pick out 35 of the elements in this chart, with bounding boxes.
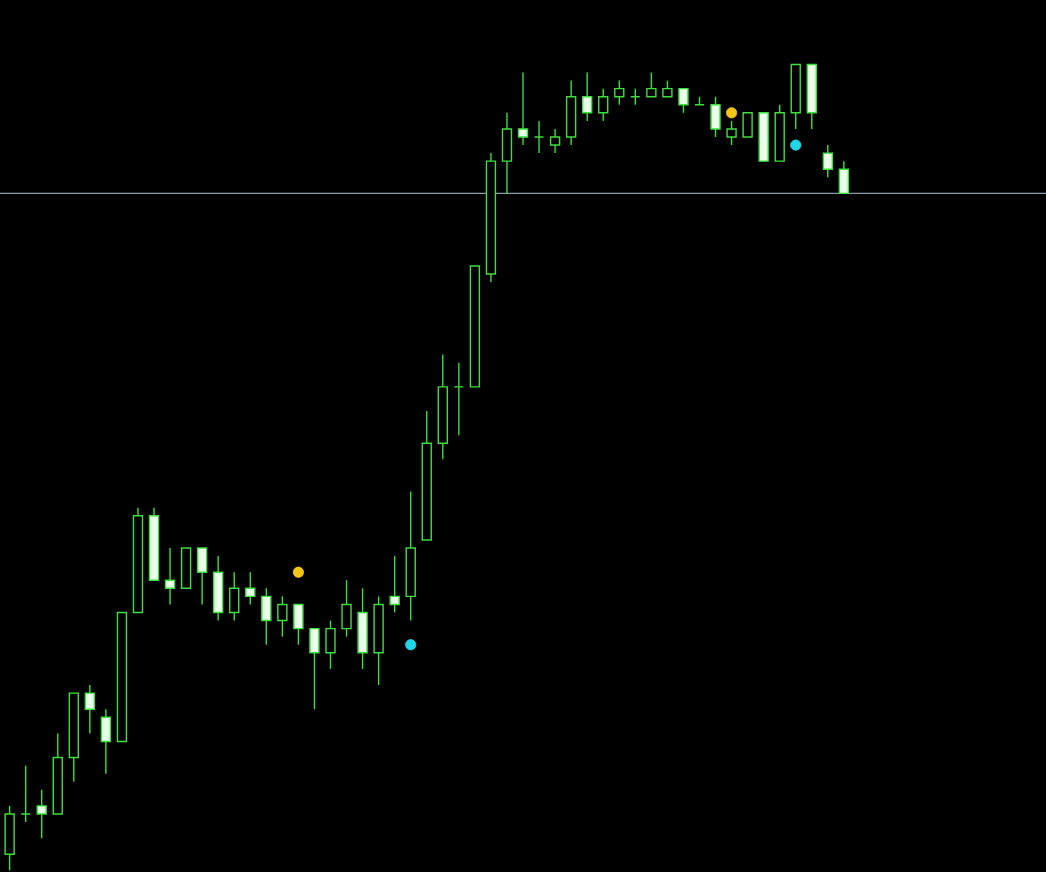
candlestick — [389, 555, 400, 614]
candlestick — [742, 112, 753, 138]
candlestick — [84, 684, 96, 735]
point — [790, 139, 802, 151]
candlestick — [36, 789, 47, 839]
candlestick — [517, 71, 529, 146]
point — [725, 107, 738, 119]
candlestick — [357, 587, 368, 670]
candlestick — [341, 579, 352, 638]
candlestick — [309, 627, 320, 710]
candlestick — [646, 71, 657, 98]
candlestick — [838, 160, 850, 195]
candlestick — [261, 587, 272, 646]
candlestick — [325, 619, 336, 670]
point — [405, 639, 417, 651]
candlestick — [614, 79, 625, 106]
candlestick — [678, 87, 689, 114]
candlestick — [196, 547, 208, 606]
candlestick — [229, 571, 240, 622]
candlestick — [164, 547, 176, 606]
candlestick — [822, 144, 834, 178]
candlestick — [710, 96, 721, 138]
candlestick — [726, 120, 737, 146]
point — [292, 566, 304, 578]
candlestick — [549, 128, 561, 154]
candlestick — [100, 708, 112, 775]
candlestick — [213, 555, 224, 622]
candlestick — [277, 595, 288, 638]
candlestick — [501, 112, 513, 195]
candlestick — [245, 571, 256, 606]
candlestick — [598, 87, 609, 122]
candlestick — [180, 547, 192, 590]
candlestick — [293, 603, 304, 646]
candlestick — [565, 79, 577, 146]
candlestick — [581, 71, 593, 122]
